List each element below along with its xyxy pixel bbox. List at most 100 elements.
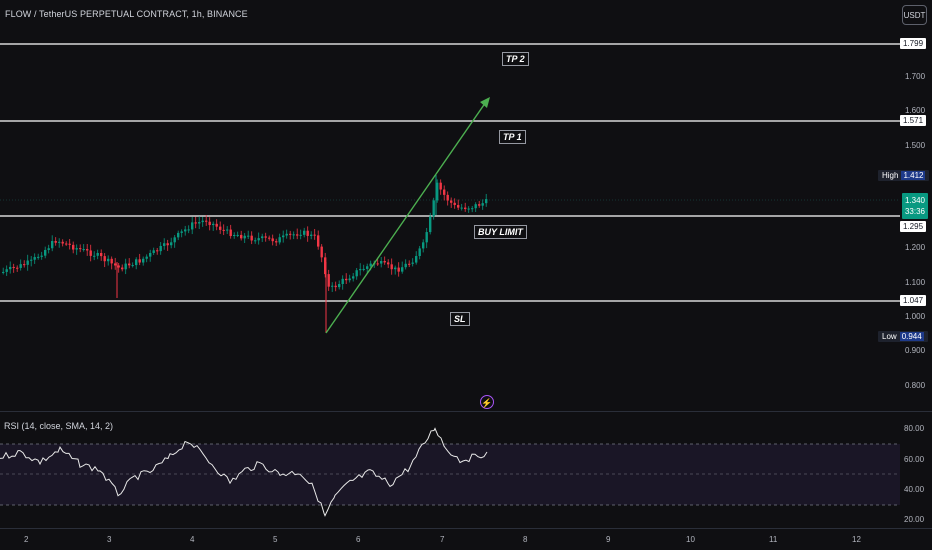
candle-body: [89, 250, 92, 256]
candle-body: [474, 204, 477, 209]
candle-body: [44, 249, 47, 256]
candle-body: [439, 182, 442, 190]
candle-body: [82, 249, 85, 251]
candle-body: [51, 240, 54, 249]
tp1-price-label: 1.571: [900, 115, 927, 126]
candle-body: [436, 182, 439, 201]
candle-body: [131, 265, 134, 267]
candle-body: [68, 243, 71, 245]
rsi-tick: 40.00: [904, 485, 925, 494]
candle-body: [5, 269, 8, 272]
candle-body: [233, 234, 236, 237]
candle-body: [170, 242, 173, 246]
candle-body: [65, 243, 68, 245]
time-tick: 11: [769, 535, 778, 544]
candle-body: [26, 260, 29, 265]
current-price-tag: 1.340 33:36: [902, 193, 928, 219]
candle-body: [383, 261, 386, 263]
candle-body: [292, 234, 295, 236]
candle-body: [208, 221, 211, 226]
candle-body: [191, 222, 194, 230]
candle-body: [33, 257, 36, 260]
lightning-icon[interactable]: ⚡: [480, 395, 494, 409]
candle-body: [23, 264, 26, 266]
candle-body: [390, 264, 393, 270]
candle-body: [453, 202, 456, 206]
low-value: 0.944: [899, 332, 924, 341]
candle-body: [331, 285, 334, 287]
sl-annotation[interactable]: SL: [450, 312, 470, 326]
price-tick: 1.500: [905, 141, 926, 150]
candle-body: [177, 232, 180, 238]
candle-body: [429, 216, 432, 233]
candle-body: [450, 200, 453, 203]
candle-body: [345, 278, 348, 281]
candle-body: [114, 263, 117, 266]
candle-body: [180, 231, 183, 233]
candle-body: [184, 229, 187, 232]
candle-body: [275, 241, 278, 243]
candle-body: [54, 240, 57, 243]
candle-body: [271, 238, 274, 242]
candle-body: [261, 236, 264, 239]
symbol-title[interactable]: FLOW / TetherUS PERPETUAL CONTRACT, 1h, …: [5, 9, 248, 19]
candle-body: [467, 208, 470, 210]
candle-body: [443, 189, 446, 195]
candle-body: [212, 223, 215, 226]
tp2-annotation[interactable]: TP 2: [502, 52, 529, 66]
candle-body: [107, 258, 110, 262]
candle-body: [408, 263, 411, 265]
time-tick: 8: [523, 535, 528, 544]
candle-body: [299, 234, 302, 236]
rsi-line[interactable]: [0, 427, 488, 517]
candle-body: [16, 267, 19, 269]
countdown: 33:36: [904, 207, 926, 216]
candle-body: [72, 244, 75, 250]
time-tick: 7: [440, 535, 445, 544]
candle-body: [268, 237, 271, 239]
price-tick: 0.800: [905, 381, 926, 390]
candle-body: [464, 207, 467, 210]
candle-body: [96, 252, 99, 256]
trend-arrow[interactable]: [325, 98, 489, 334]
candle-body: [93, 255, 96, 257]
price-tick: 1.700: [905, 72, 926, 81]
currency-button[interactable]: USDT: [902, 5, 927, 25]
candle-body: [40, 255, 43, 257]
tp1-annotation[interactable]: TP 1: [499, 130, 526, 144]
rsi-pane[interactable]: 80.00 60.00 40.00 20.00 2 3 4 5 6 7 8 9 …: [0, 412, 932, 550]
candle-body: [194, 222, 197, 224]
time-tick: 3: [107, 535, 112, 544]
candle-body: [173, 237, 176, 243]
candle-body: [278, 237, 281, 243]
candle-body: [338, 283, 341, 288]
candle-body: [19, 264, 22, 268]
candle-body: [215, 223, 218, 227]
sl-price-label: 1.047: [900, 295, 927, 306]
candle-body: [425, 232, 428, 243]
candle-body: [58, 241, 61, 243]
candle-body: [250, 235, 253, 241]
candle-body: [2, 271, 5, 273]
rsi-title[interactable]: RSI (14, close, SMA, 14, 2): [4, 421, 114, 431]
candle-body: [282, 235, 285, 238]
candle-body: [222, 229, 225, 231]
price-tick: 0.900: [905, 346, 926, 355]
candle-body: [124, 263, 127, 270]
buy-limit-annotation[interactable]: BUY LIMIT: [474, 225, 527, 239]
price-chart[interactable]: 1.700 1.600 1.500 1.200 1.100 1.000 0.90…: [0, 0, 932, 412]
candle-body: [138, 259, 141, 263]
candle-body: [369, 263, 372, 267]
time-tick: 9: [606, 535, 611, 544]
candle-body: [341, 278, 344, 284]
candle-body: [103, 256, 106, 262]
candle-body: [310, 234, 313, 236]
candle-body: [30, 259, 33, 261]
time-tick: 5: [273, 535, 278, 544]
candle-body: [100, 252, 103, 257]
candle-body: [257, 238, 260, 241]
low-label: Low: [882, 332, 897, 341]
candlestick-series: [2, 175, 488, 333]
candle-body: [380, 261, 383, 264]
